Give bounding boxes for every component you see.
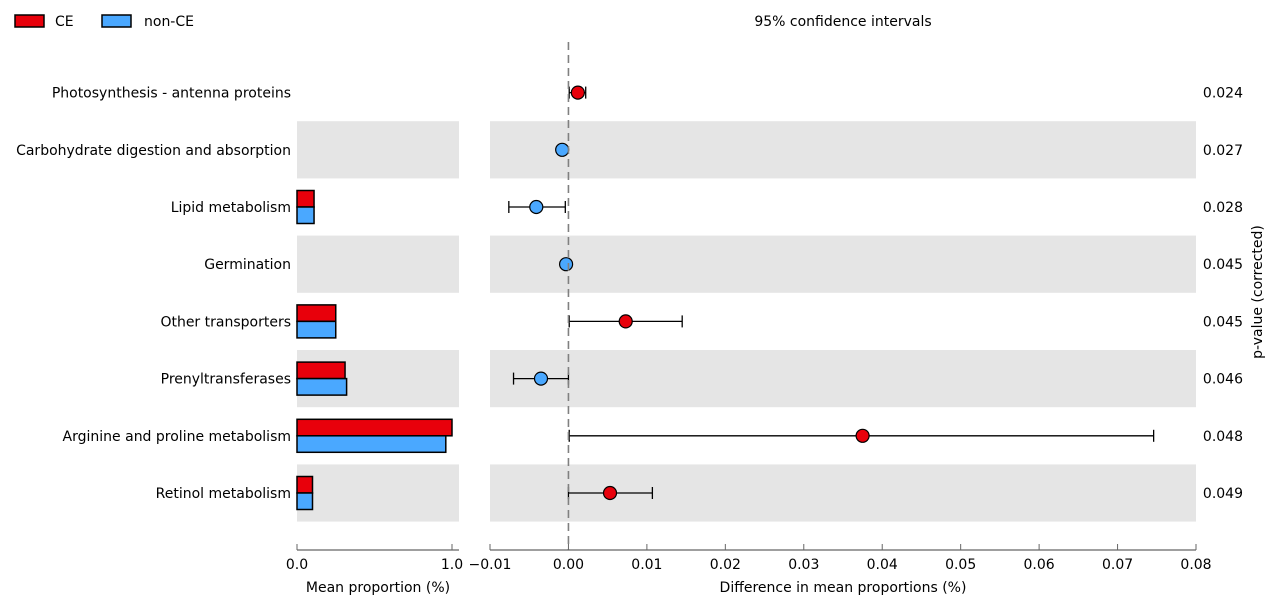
ci-x-ticks: −0.01 0.00 0.01 0.02 0.03 0.04 0.05 0.06 0.07 0.0… (469, 544, 1212, 573)
p-value-carbohydrate-digestion-and-absorption: 0.027 (1203, 143, 1243, 159)
category-label-prenyltransferases: Prenyltransferases (161, 372, 291, 388)
row-band-right (490, 121, 1196, 179)
row-band-right (490, 235, 1196, 293)
ci-tick-label: 0.03 (788, 557, 819, 573)
category-label-photosynthesis-antenna-proteins: Photosynthesis - antenna proteins (52, 86, 291, 102)
legend-label-non-ce: non-CE (144, 14, 194, 30)
p-value-other-transporters: 0.045 (1203, 314, 1243, 330)
bar-non-ce-retinol-metabolism (296, 492, 314, 511)
bar-ce-prenyltransferases (296, 361, 346, 380)
bar-ce-retinol-metabolism (296, 475, 314, 494)
p-value-lipid-metabolism: 0.028 (1203, 200, 1243, 216)
legend-swatch-ce (14, 14, 45, 28)
ci-point-retinol-metabolism (602, 485, 618, 501)
category-label-lipid-metabolism: Lipid metabolism (171, 200, 291, 216)
ci-tick-label: 0.00 (553, 557, 584, 573)
bar-non-ce-arginine-and-proline-metabolism (296, 435, 447, 454)
bar-ce-other-transporters (296, 304, 337, 323)
bar-marks (296, 189, 453, 511)
ci-point-carbohydrate-digestion-and-absorption (555, 142, 570, 157)
ci-title: 95% confidence intervals (754, 14, 931, 30)
ci-tick-label: −0.01 (469, 557, 512, 573)
row-band-left (297, 121, 459, 179)
p-value-labels: 0.024 0.027 0.028 0.045 0.045 0.046 0.048 0.049 (1203, 86, 1243, 502)
bar-non-ce-lipid-metabolism (296, 206, 315, 225)
category-label-arginine-and-proline-metabolism: Arginine and proline metabolism (63, 429, 291, 445)
ci-tick-label: 0.06 (1024, 557, 1055, 573)
p-value-axis-label: p-value (corrected) (1250, 225, 1266, 359)
p-value-retinol-metabolism: 0.049 (1203, 486, 1243, 502)
bar-tick-label: 0.0 (286, 557, 308, 573)
bar-x-ticks: 0.0 1.0 (286, 544, 463, 573)
ci-point-prenyltransferases (533, 371, 549, 386)
category-label-carbohydrate-digestion-and-absorption: Carbohydrate digestion and absorption (16, 143, 291, 159)
row-band-left (297, 235, 459, 293)
ci-tick-label: 0.05 (945, 557, 976, 573)
category-label-other-transporters: Other transporters (160, 314, 291, 330)
ci-point-lipid-metabolism (529, 199, 544, 215)
legend-label-ce: CE (55, 14, 74, 30)
ci-tick-label: 0.08 (1180, 557, 1211, 573)
legend-swatch-non-ce (101, 14, 132, 28)
row-band-right (490, 350, 1196, 408)
bar-ce-lipid-metabolism (296, 189, 315, 208)
legend: CE non-CE (14, 14, 194, 30)
ci-x-label: Difference in mean proportions (%) (720, 580, 967, 596)
ci-point-photosynthesis-antenna-proteins (570, 85, 585, 100)
p-value-prenyltransferases: 0.046 (1203, 372, 1243, 388)
ci-marks (508, 42, 1155, 550)
ci-point-other-transporters (618, 314, 633, 329)
ci-tick-label: 0.01 (631, 557, 662, 573)
bar-non-ce-other-transporters (296, 320, 337, 339)
p-value-photosynthesis-antenna-proteins: 0.024 (1203, 86, 1243, 102)
ci-tick-label: 0.02 (710, 557, 741, 573)
bar-tick-label: 1.0 (441, 557, 463, 573)
p-value-arginine-and-proline-metabolism: 0.048 (1203, 429, 1243, 445)
category-labels: Photosynthesis - antenna proteins Carbohy… (16, 86, 291, 502)
ci-tick-label: 0.07 (1102, 557, 1133, 573)
category-label-germination: Germination (204, 257, 291, 273)
ci-tick-label: 0.04 (867, 557, 898, 573)
ci-point-germination (558, 257, 574, 272)
row-bands (297, 121, 1196, 522)
bar-x-label: Mean proportion (%) (306, 580, 450, 596)
row-band-left (297, 464, 459, 522)
p-value-germination: 0.045 (1203, 257, 1243, 273)
category-label-retinol-metabolism: Retinol metabolism (156, 486, 291, 502)
ci-point-arginine-and-proline-metabolism (855, 428, 870, 443)
bar-ce-arginine-and-proline-metabolism (296, 418, 453, 437)
bar-non-ce-prenyltransferases (296, 377, 348, 396)
